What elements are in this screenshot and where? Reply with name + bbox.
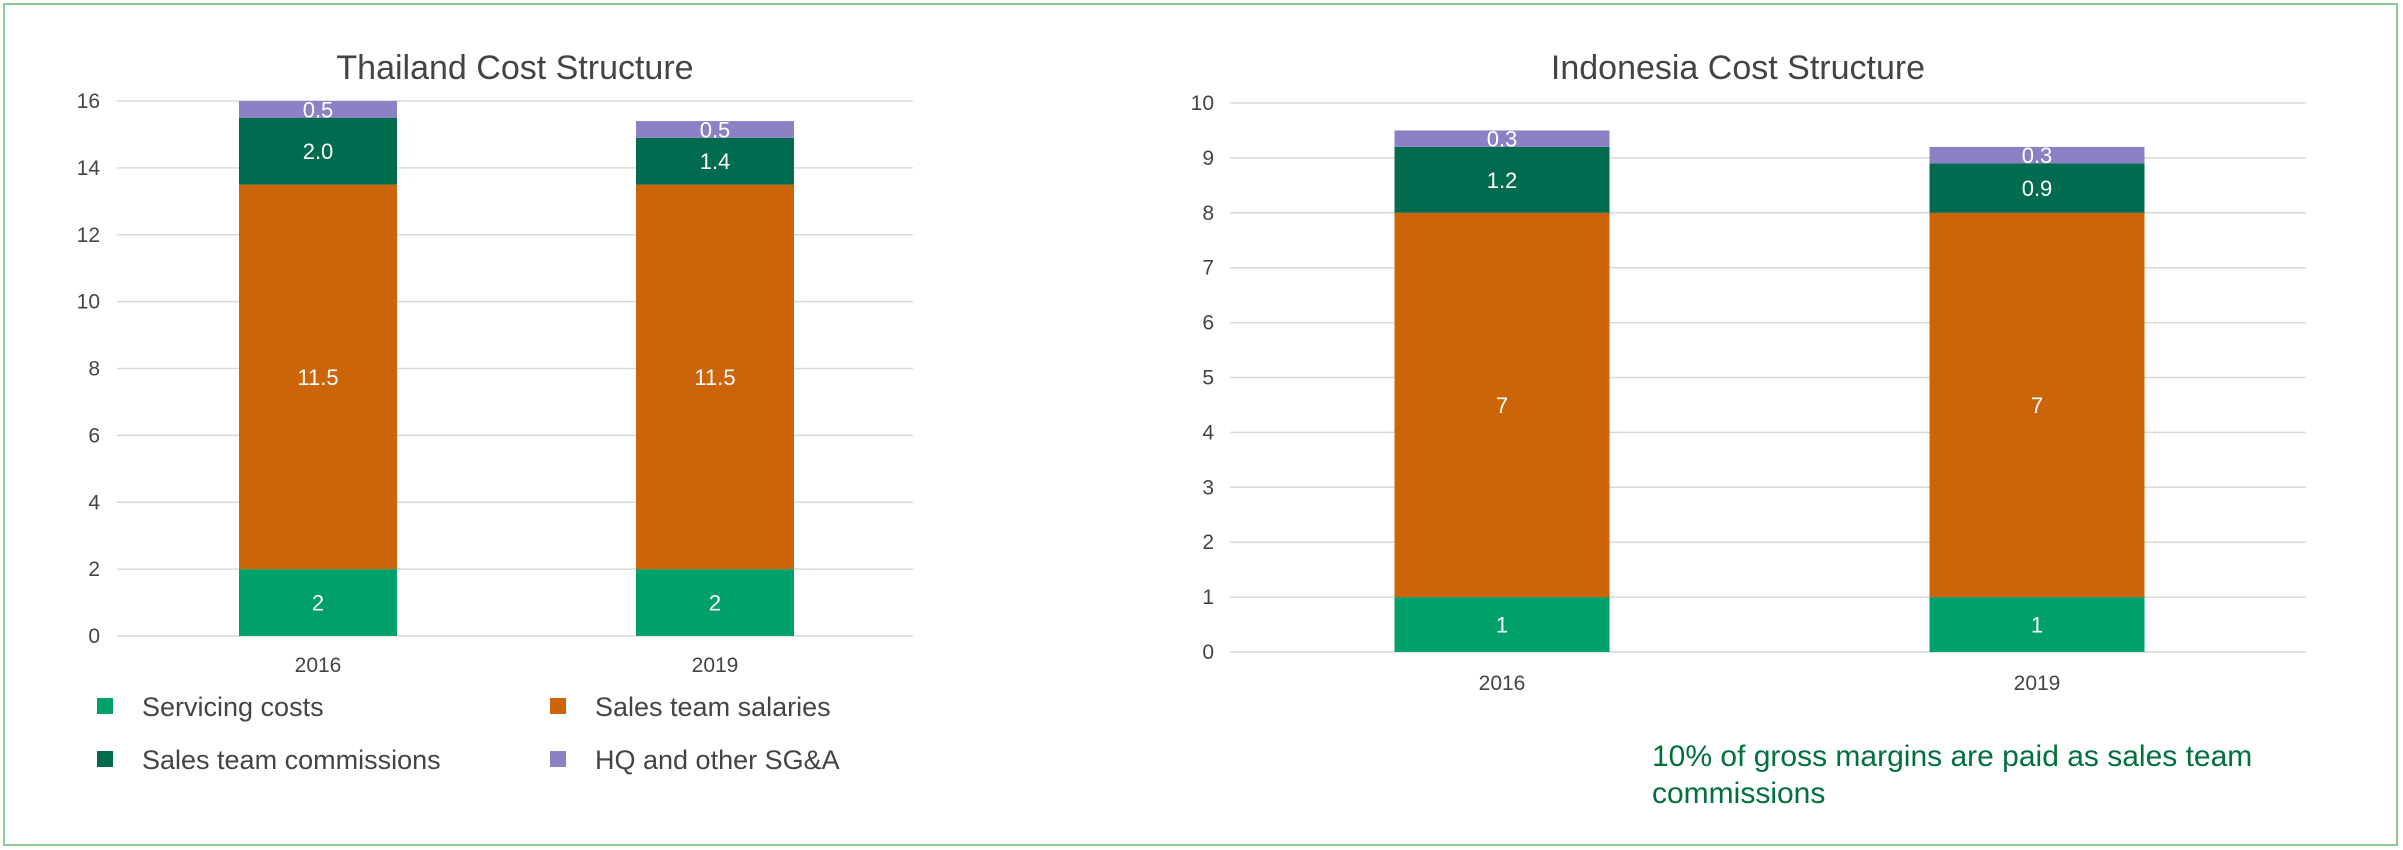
legend-label-1: Sales team salaries [595, 692, 831, 722]
thailand-bar-2016-series-1 [239, 184, 397, 570]
legend-swatch-0 [97, 698, 113, 714]
indonesia-y-tick-5: 5 [1202, 367, 1214, 390]
commission-note: 10% of gross margins are paid as sales t… [1652, 740, 2253, 810]
thailand-bar-2019-series-3 [636, 121, 794, 138]
thailand-bar-2019-series-2 [636, 137, 794, 185]
legend-swatch-2 [97, 751, 113, 767]
indonesia-data-label-2019-series-0: 1 [2031, 613, 2043, 638]
thailand-data-label-2019-series-3: 0.5 [700, 117, 731, 142]
legend-swatch-1 [550, 698, 566, 714]
thailand-y-tick-16: 16 [77, 90, 100, 113]
legend-swatch-3 [550, 751, 566, 767]
indonesia-bar-2016-series-1 [1394, 212, 1610, 598]
indonesia-y-tick-0: 0 [1202, 641, 1214, 664]
thailand-bar-2019-series-0 [636, 569, 794, 636]
indonesia-bar-2016-series-3 [1394, 130, 1610, 147]
thailand-data-label-2019-series-0: 2 [709, 591, 721, 616]
indonesia-y-tick-4: 4 [1202, 421, 1214, 444]
thailand-bar-2016-series-0 [239, 569, 397, 636]
thailand-data-label-2019-series-2: 1.4 [700, 149, 731, 174]
thailand-y-tick-0: 0 [88, 625, 100, 648]
legend-label-0: Servicing costs [142, 692, 324, 722]
indonesia-data-label-2019-series-2: 0.9 [2022, 176, 2053, 201]
indonesia-y-tick-7: 7 [1202, 257, 1214, 280]
indonesia-x-label-2016: 2016 [1479, 672, 1526, 695]
thailand-bar-2016-series-3 [239, 101, 397, 118]
indonesia-y-tick-3: 3 [1202, 476, 1214, 499]
indonesia-data-label-2016-series-3: 0.3 [1487, 127, 1518, 152]
thailand-y-tick-12: 12 [77, 224, 100, 247]
indonesia-y-tick-6: 6 [1202, 312, 1214, 335]
indonesia-x-label-2019: 2019 [2014, 672, 2061, 695]
thailand-y-tick-14: 14 [77, 157, 101, 180]
thailand-data-label-2016-series-3: 0.5 [303, 97, 334, 122]
indonesia-bar-2016-series-0 [1394, 597, 1610, 652]
indonesia-y-tick-10: 10 [1191, 92, 1214, 115]
thailand-data-label-2016-series-1: 11.5 [297, 365, 338, 390]
thailand-y-tick-2: 2 [88, 558, 100, 581]
indonesia-y-tick-9: 9 [1202, 147, 1214, 170]
indonesia-data-label-2019-series-3: 0.3 [2022, 143, 2053, 168]
thailand-x-label-2019: 2019 [692, 654, 739, 677]
indonesia-y-tick-2: 2 [1202, 531, 1214, 554]
legend-label-3: HQ and other SG&A [595, 745, 840, 775]
thailand-data-label-2016-series-0: 2 [312, 591, 324, 616]
indonesia-data-label-2016-series-0: 1 [1496, 613, 1508, 638]
indonesia-y-tick-1: 1 [1202, 586, 1214, 609]
legend-label-2: Sales team commissions [142, 745, 441, 775]
indonesia-data-label-2019-series-1: 7 [2031, 393, 2043, 418]
indonesia-bar-2019-series-1 [1929, 212, 2145, 598]
thailand-data-label-2019-series-1: 11.5 [694, 365, 735, 390]
thailand-data-label-2016-series-2: 2.0 [303, 139, 334, 164]
indonesia-data-label-2016-series-1: 7 [1496, 393, 1508, 418]
thailand-y-tick-10: 10 [77, 291, 100, 314]
indonesia-bar-2019-series-2 [1929, 163, 2145, 213]
thailand-bar-2016-series-2 [239, 117, 397, 185]
indonesia-chart-title: Indonesia Cost Structure [1551, 49, 1925, 87]
indonesia-bar-2019-series-0 [1929, 597, 2145, 652]
thailand-y-tick-4: 4 [88, 491, 100, 514]
thailand-chart-title: Thailand Cost Structure [336, 49, 693, 87]
indonesia-y-tick-8: 8 [1202, 202, 1214, 225]
indonesia-data-label-2016-series-2: 1.2 [1487, 168, 1518, 193]
thailand-y-tick-6: 6 [88, 424, 100, 447]
indonesia-bar-2019-series-3 [1929, 146, 2145, 164]
thailand-x-label-2016: 2016 [295, 654, 342, 677]
thailand-bar-2019-series-1 [636, 184, 794, 570]
thailand-y-tick-8: 8 [88, 358, 100, 381]
indonesia-bar-2016-series-2 [1394, 146, 1610, 213]
